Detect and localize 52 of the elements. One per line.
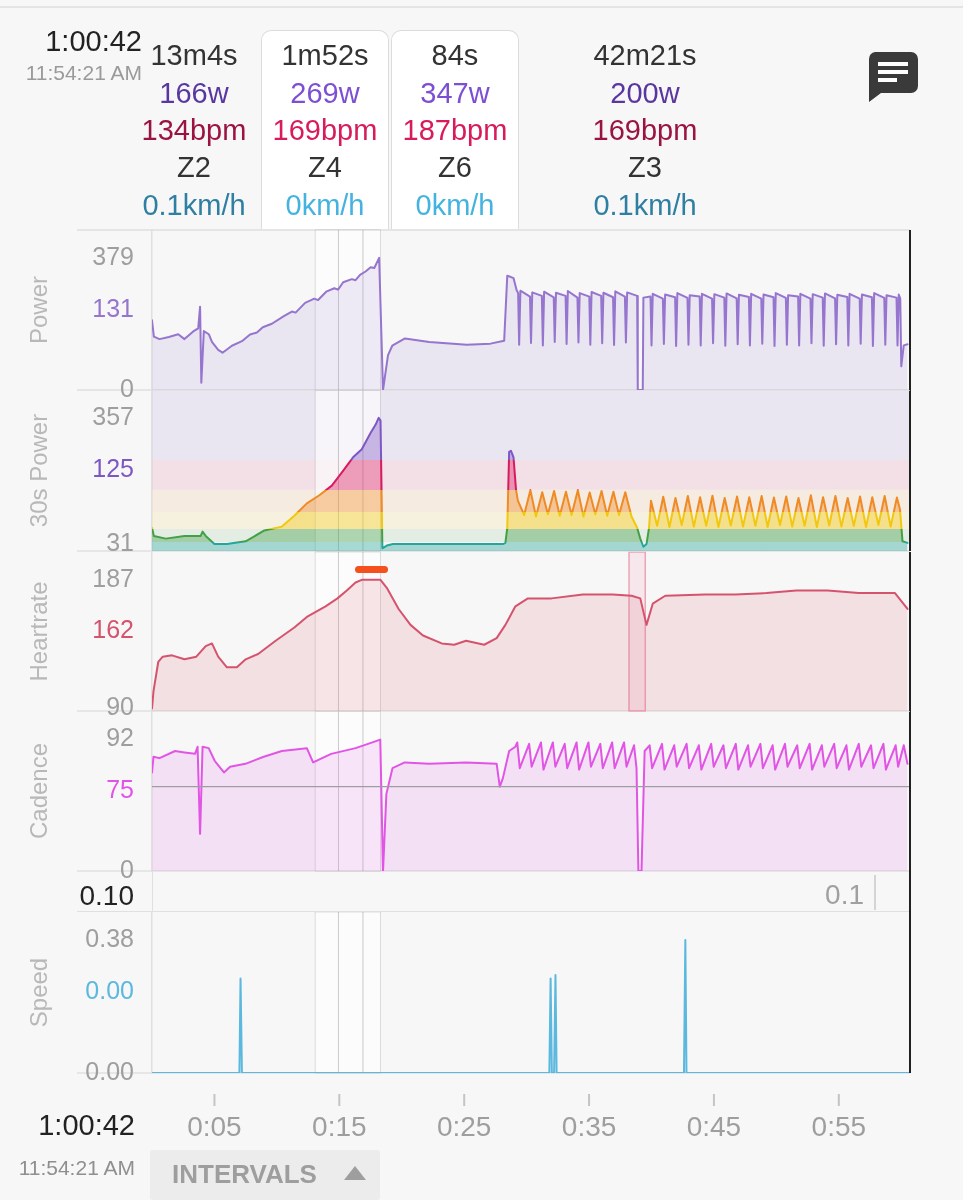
text: 162 <box>92 615 134 644</box>
text: 11:54:21 AM <box>25 60 142 84</box>
text: 200w <box>610 76 680 109</box>
x-tick-label: 0:25 <box>436 1110 492 1142</box>
text: 187bpm <box>402 113 508 146</box>
y-axis-title: Power <box>25 275 53 345</box>
y-tick-label: 90 <box>106 692 134 721</box>
text: 347w <box>420 76 490 109</box>
text: 13m4s <box>150 38 238 71</box>
y-tick-label: 92 <box>106 723 134 752</box>
x-tick-label: 0:15 <box>312 1110 367 1142</box>
x-tick-label: 0:55 <box>811 1110 867 1142</box>
text: 125 <box>92 454 134 483</box>
text: 0.1km/h <box>593 188 697 221</box>
text: 0km/h <box>285 188 365 221</box>
x-tick-label: 0:35 <box>561 1110 617 1142</box>
text: 1:00:42 <box>45 24 142 57</box>
y-tick-label: 187 <box>92 563 134 592</box>
text: Z2 <box>177 150 211 183</box>
y-tick-label: 0.00 <box>85 1056 134 1085</box>
text: 134bpm <box>141 113 247 146</box>
text: 1m52s <box>281 38 369 71</box>
y-tick-label: 0 <box>120 373 134 402</box>
y-tick-label: 31 <box>106 527 134 556</box>
y-tick-label: 0 <box>120 854 134 883</box>
x-tick-label: 0:45 <box>686 1110 742 1142</box>
text: 269w <box>290 76 360 109</box>
text: 75 <box>106 774 134 803</box>
text: 0km/h <box>415 188 495 221</box>
y-tick-label: 357 <box>92 401 134 430</box>
text: 131 <box>92 293 134 322</box>
text: 11:54:21 AM <box>18 1155 135 1179</box>
text: Z4 <box>308 150 342 183</box>
text: 42m21s <box>593 38 697 71</box>
y-axis-title: Cadence <box>25 742 53 840</box>
text: 0.10 <box>79 880 134 911</box>
x-tick-label: 0:05 <box>187 1110 242 1142</box>
text: 0.1 <box>825 879 864 910</box>
text: 169bpm <box>592 113 698 146</box>
y-tick-label: 0.38 <box>85 923 134 952</box>
y-axis-title: Heartrate <box>25 581 53 682</box>
tab-button: INTERVALS <box>150 1150 380 1200</box>
y-axis-title: 30s Power <box>25 413 53 528</box>
y-axis-title: Speed <box>25 957 53 1028</box>
text: 1:00:42 <box>38 1108 135 1141</box>
text: 166w <box>159 76 229 109</box>
text: 84s <box>431 38 479 71</box>
y-tick-label: 379 <box>92 241 134 270</box>
text: Z6 <box>438 150 472 183</box>
text: 169bpm <box>272 113 378 146</box>
text: Z3 <box>628 150 662 183</box>
text: 0.1km/h <box>142 188 246 221</box>
